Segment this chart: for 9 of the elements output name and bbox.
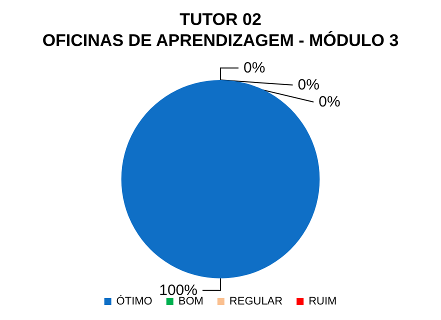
chart-title: TUTOR 02: [180, 10, 262, 29]
legend-label: ÓTIMO: [116, 294, 153, 308]
legend-label: REGULAR: [229, 296, 283, 308]
legend-label: BOM: [178, 296, 204, 308]
text: 0%: [318, 94, 340, 110]
text: 0%: [244, 60, 266, 76]
legend-label: RUIM: [308, 296, 337, 308]
chart-subtitle: OFICINAS DE APRENDIZAGEM - MÓDULO 3: [42, 30, 399, 50]
text: 0%: [298, 76, 320, 94]
